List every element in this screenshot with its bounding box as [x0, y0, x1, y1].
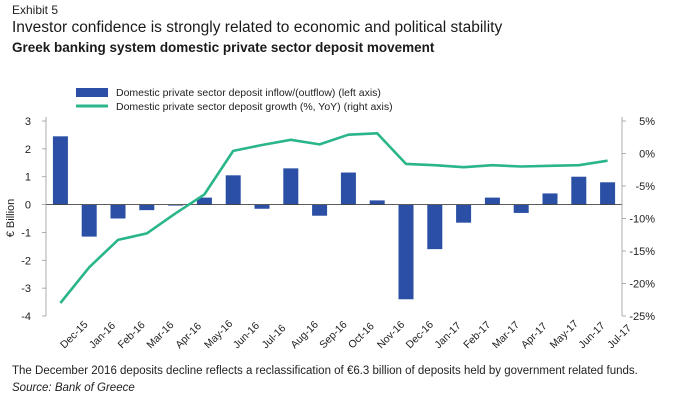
x-tick-label-Nov-16: Nov-16 [375, 319, 408, 352]
x-tick-label-Jan-17: Jan-17 [432, 320, 463, 351]
bar-May-16 [196, 197, 212, 205]
x-tick-label-Jun-17: Jun-17 [576, 320, 607, 351]
x-tick-label-Aug-16: Aug-16 [288, 319, 321, 352]
chart-subtitle: Greek banking system domestic private se… [12, 40, 435, 55]
line-series [59, 132, 608, 304]
x-tick-label-Dec-15: Dec-15 [58, 319, 91, 352]
bar-Jun-17 [571, 176, 587, 205]
left-tick-label: 3 [25, 116, 31, 128]
x-tick-label-Apr-17: Apr-17 [519, 320, 550, 351]
x-tick-label-Mar-17: Mar-17 [490, 319, 522, 351]
x-tick-label-Jan-16: Jan-16 [87, 320, 118, 351]
legend-bar-label: Domestic private sector deposit inflow/(… [116, 87, 381, 99]
bar-Sep-16 [312, 204, 328, 216]
left-tick-label: 1 [25, 172, 31, 184]
bar-Dec-15 [52, 136, 68, 205]
right-tick-label: -20% [629, 279, 655, 291]
left-tick-label: -4 [21, 311, 31, 323]
source-note: Source: Bank of Greece [12, 382, 135, 394]
y-axis-label: € Billion [5, 199, 17, 238]
axes: -4 -3 -2 -1 0 1 2 3 -25% -20% -15% -10% -5% 0% 5% Dec-1… [21, 116, 655, 351]
bar-Oct-16 [340, 172, 356, 205]
x-tick-label-Jul-17: Jul-17 [605, 322, 634, 351]
x-tick-label-Sep-16: Sep-16 [317, 319, 350, 352]
bar-Mar-17 [484, 197, 500, 205]
x-tick-label-Apr-16: Apr-16 [173, 320, 204, 351]
bar-Jul-17 [600, 182, 616, 205]
left-tick-label: -2 [21, 255, 31, 267]
bar-Apr-17 [513, 204, 529, 213]
left-tick-label: 2 [25, 144, 31, 156]
bar-Feb-16 [110, 204, 126, 219]
x-tick-label-Oct-16: Oct-16 [346, 320, 377, 351]
chart-area: Domestic private sector deposit inflow/(… [5, 87, 655, 351]
left-tick-label: -1 [21, 227, 31, 239]
bar-Jul-16 [254, 204, 270, 209]
chart-title: Investor confidence is strongly related … [12, 19, 503, 36]
bar-Nov-16 [369, 200, 385, 205]
bar-Jan-16 [81, 204, 97, 237]
legend-bar-swatch [76, 88, 108, 97]
x-tick-label-Feb-16: Feb-16 [116, 319, 148, 351]
bar-Apr-16 [168, 204, 184, 206]
bar-May-17 [542, 193, 558, 205]
right-tick-label: -5% [635, 181, 655, 193]
x-tick-label-Jul-16: Jul-16 [260, 322, 289, 351]
exhibit-label: Exhibit 5 [12, 3, 59, 17]
legend-line-label: Domestic private sector deposit growth (… [116, 101, 393, 113]
bar-Mar-16 [139, 204, 155, 211]
x-tick-label-Feb-17: Feb-17 [461, 319, 493, 351]
right-tick-label: -15% [629, 246, 655, 258]
left-tick-label: 0 [25, 200, 31, 212]
bar-Aug-16 [283, 168, 299, 205]
bar-Jun-16 [225, 175, 241, 205]
right-tick-label: 0% [639, 149, 655, 161]
right-tick-label: -10% [629, 214, 655, 226]
footnote: The December 2016 deposits decline refle… [12, 365, 638, 377]
bar-series [52, 136, 616, 300]
x-tick-label-Jun-16: Jun-16 [231, 320, 262, 351]
left-tick-label: -3 [21, 283, 31, 295]
right-tick-label: 5% [639, 116, 655, 128]
x-tick-label-May-16: May-16 [202, 318, 235, 351]
right-tick-label: -25% [629, 311, 655, 323]
x-tick-label-Mar-16: Mar-16 [144, 319, 176, 351]
bar-Dec-16 [398, 204, 414, 300]
x-tick-label-Dec-16: Dec-16 [404, 319, 437, 352]
deposit-growth-line [59, 132, 608, 304]
legend: Domestic private sector deposit inflow/(… [76, 87, 393, 113]
bar-Jan-17 [427, 204, 443, 250]
bar-Feb-17 [456, 204, 472, 223]
x-tick-label-May-17: May-17 [548, 318, 581, 351]
